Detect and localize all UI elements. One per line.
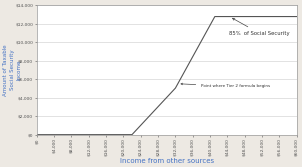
Y-axis label: Amount of Taxable
Social Security
Income: Amount of Taxable Social Security Income [3,44,22,96]
X-axis label: Income from other sources: Income from other sources [120,157,214,163]
Text: Point where Tier 2 formula begins: Point where Tier 2 formula begins [181,83,270,89]
Text: 85%  of Social Security: 85% of Social Security [230,18,290,36]
